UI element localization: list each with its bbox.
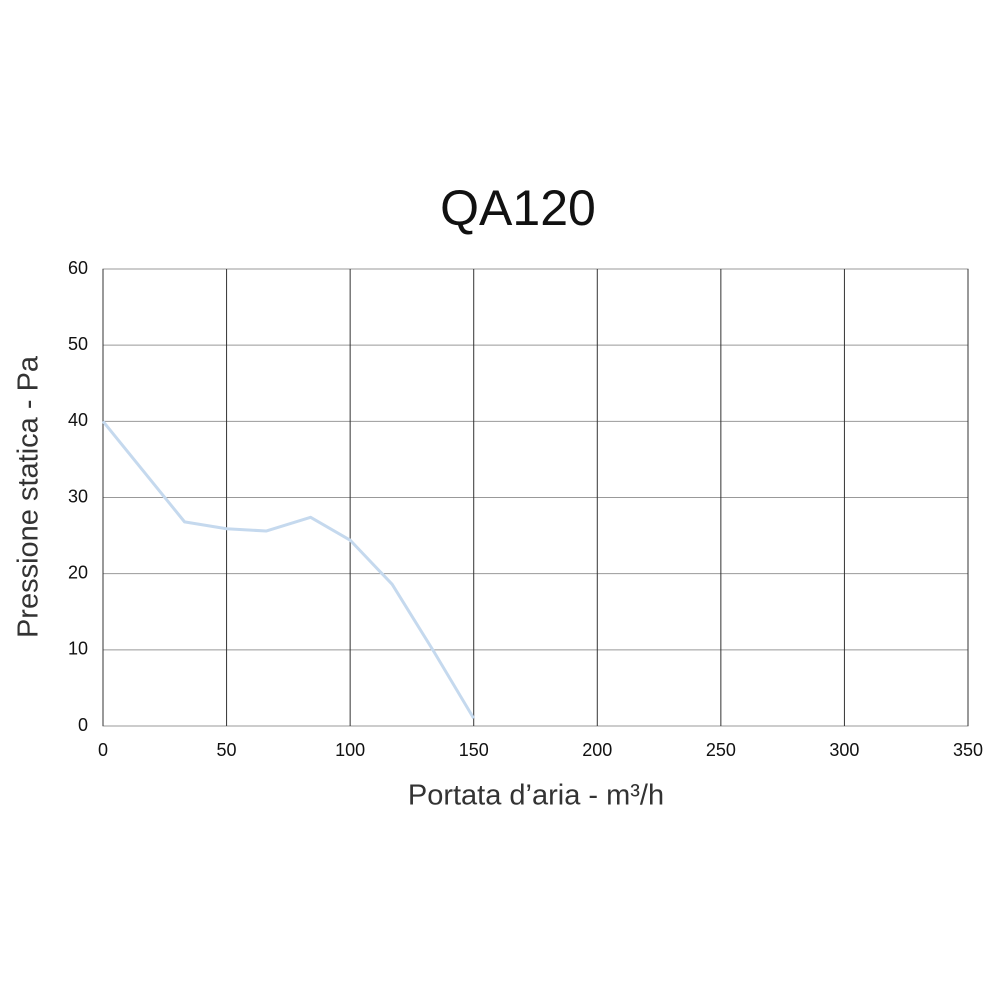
x-tick-label: 50 [217,740,237,760]
line [101,420,476,720]
y-tick-label: 50 [68,334,88,354]
x-tick-label: 250 [706,740,736,760]
y-tick-label: 10 [68,639,88,659]
x-tick-label: 200 [582,740,612,760]
x-tick-label: 150 [459,740,489,760]
x-tick-label: 350 [953,740,983,760]
y-tick-label: 60 [68,258,88,278]
y-tick-label: 30 [68,486,88,506]
y-tick-label: 20 [68,562,88,582]
y-axis-label: Pressione statica - Pa [13,355,45,638]
x-tick-label: 100 [335,740,365,760]
y-tick-label: 0 [78,715,88,735]
x-axis-label: Portata d’aria - m³/h [408,780,664,812]
x-tick-label: 0 [98,740,108,760]
chart-title: QA120 [440,180,596,236]
y-tick-label: 40 [68,410,88,430]
x-tick-label: 300 [829,740,859,760]
